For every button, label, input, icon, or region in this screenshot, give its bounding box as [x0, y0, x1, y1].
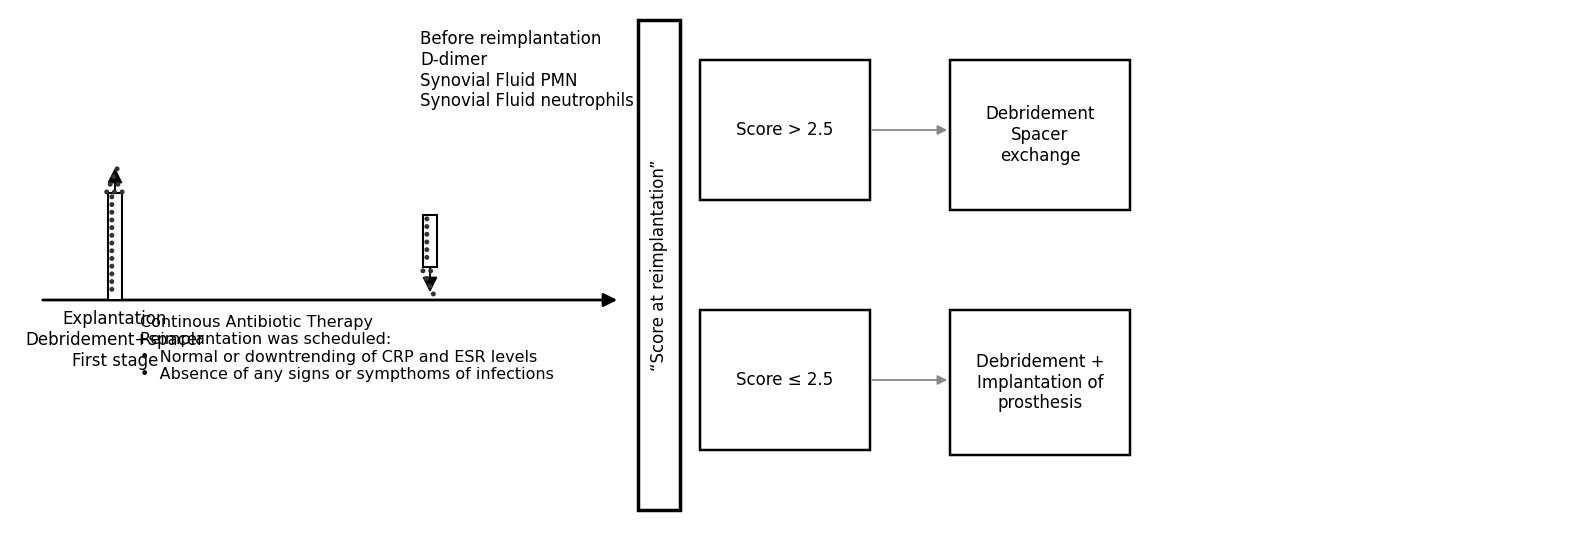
- Circle shape: [110, 195, 113, 198]
- Circle shape: [110, 210, 113, 214]
- Bar: [638, 20, 681, 510]
- FancyBboxPatch shape: [700, 310, 870, 450]
- Circle shape: [110, 280, 113, 284]
- Circle shape: [426, 233, 429, 236]
- Bar: [108, 193, 123, 300]
- Circle shape: [426, 248, 429, 251]
- Circle shape: [426, 225, 429, 228]
- Circle shape: [110, 287, 113, 291]
- Circle shape: [121, 190, 124, 194]
- Circle shape: [424, 277, 429, 280]
- Text: Debridement +
Implantation of
prosthesis: Debridement + Implantation of prosthesis: [976, 353, 1105, 412]
- Text: Score > 2.5: Score > 2.5: [736, 121, 834, 139]
- Circle shape: [110, 218, 113, 221]
- Circle shape: [110, 264, 113, 268]
- FancyBboxPatch shape: [700, 60, 870, 200]
- Circle shape: [115, 167, 120, 171]
- Circle shape: [426, 240, 429, 244]
- Circle shape: [432, 292, 435, 296]
- Text: Debridement
Spacer
exchange: Debridement Spacer exchange: [985, 105, 1095, 165]
- Circle shape: [110, 234, 113, 237]
- Text: “Score at reimplantation”: “Score at reimplantation”: [650, 159, 668, 371]
- Circle shape: [112, 175, 115, 178]
- Bar: [422, 215, 437, 267]
- Circle shape: [429, 285, 432, 288]
- Circle shape: [108, 182, 112, 186]
- Circle shape: [116, 182, 120, 186]
- Text: Before reimplantation
D-dimer
Synovial Fluid PMN
Synovial Fluid neutrophils: Before reimplantation D-dimer Synovial F…: [419, 30, 634, 110]
- FancyBboxPatch shape: [950, 60, 1130, 210]
- Circle shape: [426, 217, 429, 220]
- FancyBboxPatch shape: [950, 310, 1130, 455]
- Circle shape: [110, 241, 113, 245]
- Circle shape: [110, 226, 113, 230]
- Circle shape: [110, 257, 113, 260]
- Circle shape: [110, 249, 113, 253]
- Text: Explantation
Debridement+spacer
First stage: Explantation Debridement+spacer First st…: [26, 310, 204, 370]
- Circle shape: [421, 269, 424, 273]
- Circle shape: [105, 190, 108, 194]
- Circle shape: [110, 272, 113, 276]
- Circle shape: [113, 190, 116, 194]
- Circle shape: [429, 269, 432, 273]
- Circle shape: [426, 256, 429, 259]
- Text: Score ≤ 2.5: Score ≤ 2.5: [736, 371, 834, 389]
- Circle shape: [110, 203, 113, 207]
- Text: Continous Antibiotic Therapy
Reimplantation was scheduled:
•  Normal or downtren: Continous Antibiotic Therapy Reimplantat…: [140, 315, 553, 382]
